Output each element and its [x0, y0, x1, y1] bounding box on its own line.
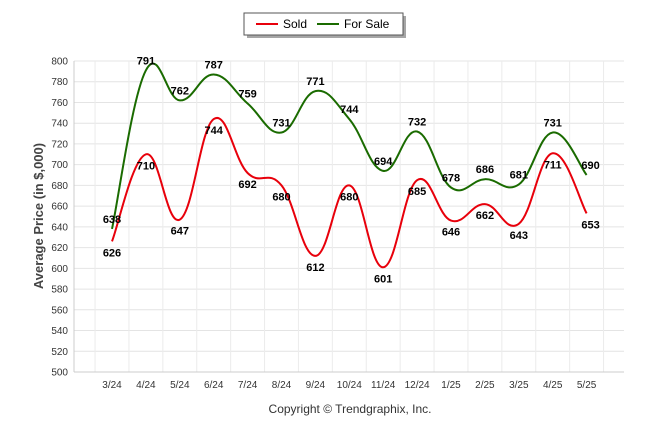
data-label-sold: 680	[340, 191, 358, 203]
x-tick-label: 10/24	[337, 380, 362, 391]
y-axis-label: Average Price (in $,000)	[31, 143, 46, 289]
y-tick-label: 580	[51, 285, 68, 296]
y-tick-label: 540	[51, 326, 68, 337]
x-tick-label: 6/24	[204, 380, 224, 391]
data-label-for-sale: 681	[510, 169, 528, 181]
grid	[74, 60, 624, 373]
y-tick-label: 680	[51, 181, 68, 192]
series-line-for-sale	[111, 62, 588, 230]
y-tick-label: 760	[51, 98, 68, 109]
x-tick-label: 3/25	[509, 380, 529, 391]
data-label-sold: 710	[137, 160, 155, 172]
data-label-for-sale: 678	[442, 172, 460, 184]
data-label-sold: 662	[476, 210, 494, 222]
x-tick-label: 4/24	[136, 380, 156, 391]
y-tick-label: 800	[51, 57, 68, 68]
data-label-for-sale: 638	[103, 214, 121, 226]
y-tick-label: 520	[51, 347, 68, 358]
data-label-for-sale: 762	[171, 85, 189, 97]
data-label-sold: 601	[374, 273, 392, 285]
data-label-sold: 647	[171, 226, 189, 238]
x-tick-label: 7/24	[238, 380, 258, 391]
data-label-sold: 626	[103, 247, 121, 259]
data-label-for-sale: 759	[238, 89, 256, 101]
x-tick-label: 8/24	[272, 380, 292, 391]
data-label-for-sale: 791	[137, 55, 155, 67]
y-tick-label: 700	[51, 160, 68, 171]
data-label-sold: 680	[272, 191, 290, 203]
data-label-sold: 692	[238, 179, 256, 191]
x-tick-label: 3/24	[102, 380, 122, 391]
data-label-for-sale: 690	[581, 160, 599, 172]
x-tick-label: 1/25	[441, 380, 461, 391]
data-label-sold: 612	[306, 262, 324, 274]
y-tick-label: 640	[51, 222, 68, 233]
y-tick-label: 660	[51, 202, 68, 213]
y-tick-label: 720	[51, 139, 68, 150]
data-label-for-sale: 732	[408, 116, 426, 128]
data-label-sold: 643	[510, 230, 528, 242]
data-label-for-sale: 686	[476, 164, 494, 176]
legend-label-for-sale: For Sale	[344, 17, 390, 31]
data-label-for-sale: 731	[272, 118, 290, 130]
axes: 500 520 540 560 580 600 620 640 660 680 700 720 740 7…	[51, 57, 624, 391]
x-tick-label: 4/25	[543, 380, 563, 391]
x-tick-label: 11/24	[371, 380, 396, 391]
y-tick-label: 500	[51, 368, 68, 379]
y-tick-label: 600	[51, 264, 68, 275]
data-label-sold: 744	[205, 125, 224, 137]
data-label-for-sale: 771	[306, 76, 324, 88]
data-label-sold: 646	[442, 227, 460, 239]
x-tick-label: 2/25	[475, 380, 495, 391]
data-label-for-sale: 744	[340, 104, 359, 116]
x-tick-label: 5/25	[577, 380, 597, 391]
data-label-for-sale: 694	[374, 156, 393, 168]
y-tick-label: 620	[51, 243, 68, 254]
data-label-sold: 711	[544, 159, 562, 171]
series-line-sold	[111, 116, 588, 269]
data-label-sold: 685	[408, 186, 426, 198]
y-tick-label: 560	[51, 305, 68, 316]
data-label-sold: 653	[581, 219, 599, 231]
data-labels: 626 710 647 744 692 680 612 680 601 685 646 662 643 7…	[103, 55, 600, 285]
legend: Sold For Sale	[243, 12, 406, 38]
y-tick-label: 740	[51, 119, 68, 130]
series-lines	[111, 62, 588, 269]
y-tick-label: 780	[51, 77, 68, 88]
x-tick-label: 12/24	[405, 380, 430, 391]
legend-label-sold: Sold	[283, 17, 307, 31]
x-tick-label: 9/24	[306, 380, 326, 391]
x-tick-label: 5/24	[170, 380, 190, 391]
data-label-for-sale: 731	[544, 118, 562, 130]
copyright-text: Copyright © Trendgraphix, Inc.	[269, 402, 432, 416]
data-label-for-sale: 787	[205, 59, 223, 71]
